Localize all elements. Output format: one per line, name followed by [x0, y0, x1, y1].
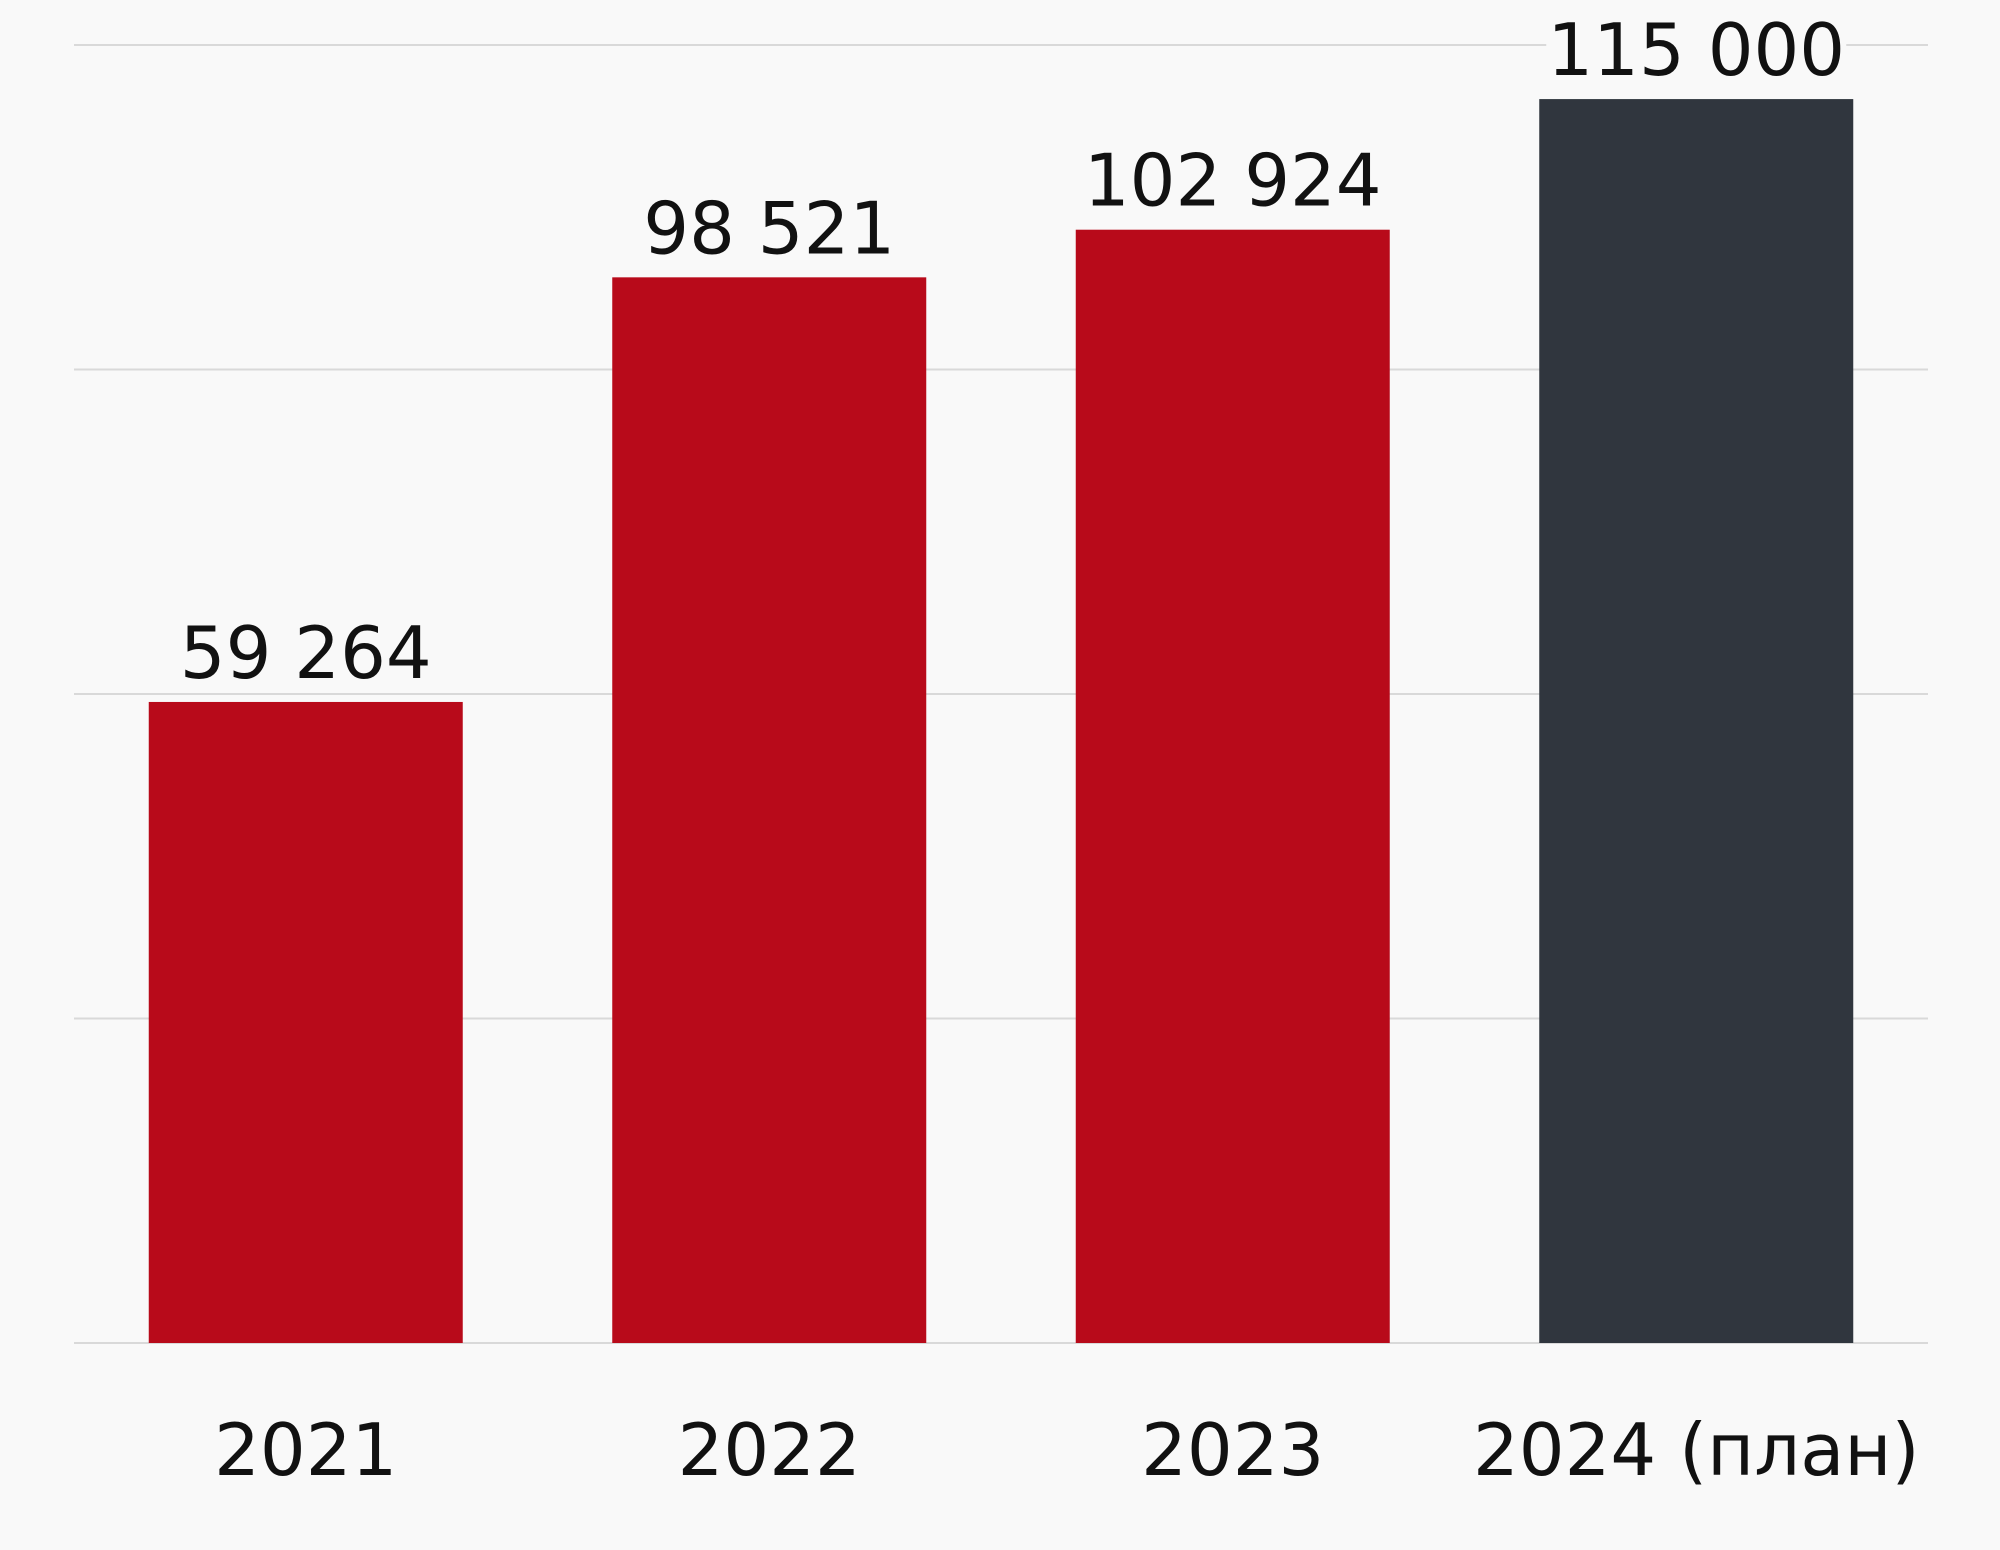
value-label-background	[1082, 133, 1383, 218]
x-axis-tick-labels: 2021 2022 2023 2024 (план)	[214, 1408, 1919, 1492]
bar-2024	[1539, 99, 1854, 1343]
value-label: 98 521	[643, 186, 895, 270]
x-tick-label: 2022	[678, 1408, 861, 1492]
x-tick-label: 2023	[1141, 1408, 1324, 1492]
value-label-background	[175, 605, 436, 690]
value-label-background	[1546, 3, 1847, 88]
value-labels: 59 264 98 521 102 924 115 000	[175, 3, 1847, 695]
value-label-background	[639, 181, 900, 266]
bar-2022	[612, 277, 927, 1343]
value-label: 102 924	[1084, 139, 1382, 223]
x-tick-label: 2024 (план)	[1473, 1408, 1920, 1492]
bar-2021	[148, 701, 463, 1343]
value-label: 59 264	[180, 611, 432, 695]
value-label: 115 000	[1547, 8, 1845, 92]
x-tick-label: 2021	[214, 1408, 397, 1492]
bars	[148, 99, 1854, 1343]
bar-2023	[1075, 229, 1390, 1343]
